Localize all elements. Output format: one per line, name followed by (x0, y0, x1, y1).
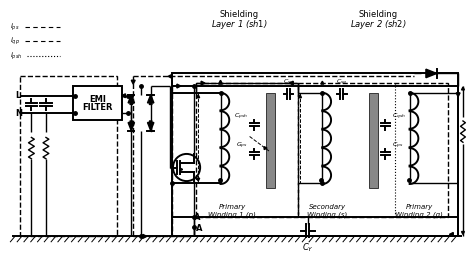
Text: Shielding: Shielding (220, 10, 259, 19)
Text: $C_{ps}$: $C_{ps}$ (392, 141, 403, 151)
Text: $G_{ps}$: $G_{ps}$ (236, 141, 248, 151)
Text: $C_{sq}$: $C_{sq}$ (336, 78, 347, 88)
Bar (196, 83, 298, 217)
Text: Primary
Winding 1 (p): Primary Winding 1 (p) (208, 204, 256, 218)
Polygon shape (122, 94, 126, 98)
Text: $i_{psh}$: $i_{psh}$ (10, 50, 22, 62)
Polygon shape (147, 123, 154, 131)
Polygon shape (426, 69, 437, 78)
Polygon shape (197, 95, 200, 98)
Polygon shape (449, 232, 453, 236)
Text: A: A (194, 213, 201, 222)
Polygon shape (197, 178, 200, 181)
Text: Layer 2 ($sh2$): Layer 2 ($sh2$) (350, 18, 406, 31)
Polygon shape (143, 234, 147, 238)
Polygon shape (130, 102, 133, 104)
Text: $i_{qp}$: $i_{qp}$ (10, 36, 20, 47)
Polygon shape (149, 102, 152, 104)
Polygon shape (180, 168, 182, 171)
Polygon shape (177, 84, 181, 88)
Text: FILTER: FILTER (82, 103, 113, 112)
Polygon shape (299, 95, 301, 98)
Polygon shape (219, 80, 222, 84)
Bar (298, 83, 448, 217)
Bar (369, 93, 378, 188)
Text: Layer 1 ($sh1$): Layer 1 ($sh1$) (211, 18, 268, 31)
Polygon shape (289, 81, 293, 85)
Text: L: L (15, 91, 20, 100)
Text: N: N (15, 109, 22, 118)
Text: $C_Y$: $C_Y$ (302, 241, 314, 254)
Polygon shape (149, 121, 152, 124)
Polygon shape (462, 87, 465, 90)
Polygon shape (264, 147, 267, 150)
Text: $C_{qsh}$: $C_{qsh}$ (392, 112, 406, 122)
Bar (20, 76, 117, 236)
Text: $C_{sp}$: $C_{sp}$ (283, 78, 294, 88)
Bar (73, 86, 122, 120)
Text: Secondary
Winding (s): Secondary Winding (s) (307, 204, 347, 218)
Polygon shape (321, 81, 324, 84)
Text: A: A (196, 224, 203, 233)
Text: Shielding: Shielding (358, 10, 398, 19)
Text: EMI: EMI (89, 95, 106, 104)
Bar (266, 93, 275, 188)
Polygon shape (130, 121, 133, 124)
Polygon shape (147, 95, 154, 103)
Polygon shape (201, 81, 205, 85)
Polygon shape (456, 93, 460, 97)
Polygon shape (128, 95, 135, 103)
Polygon shape (168, 74, 172, 78)
Text: $C_{psh}$: $C_{psh}$ (234, 112, 248, 122)
Text: $i_{ps}$: $i_{ps}$ (10, 21, 19, 33)
Polygon shape (462, 231, 465, 234)
Text: Primary
Winding 2 (q): Primary Winding 2 (q) (395, 204, 443, 218)
Polygon shape (128, 123, 135, 131)
Polygon shape (131, 80, 135, 84)
Bar (172, 73, 458, 236)
